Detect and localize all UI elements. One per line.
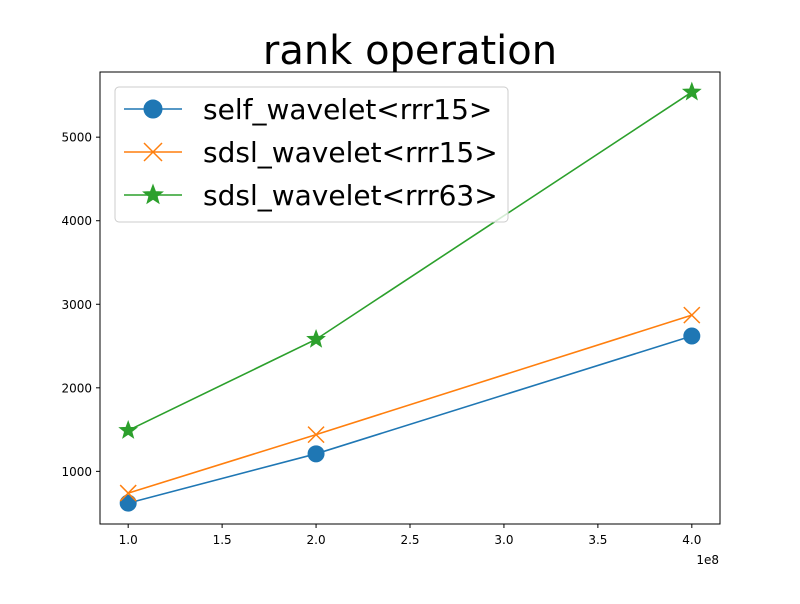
- data-point: [307, 445, 325, 463]
- x-marker-stroke: [307, 426, 325, 444]
- legend-marker: [142, 183, 164, 205]
- series-markers: [118, 81, 702, 512]
- legend-marker: [143, 99, 163, 119]
- legend: self_wavelet<rrr15> sdsl_wavelet<rrr15>sd…: [114, 86, 509, 223]
- data-point: [119, 484, 137, 502]
- data-point: [307, 426, 325, 444]
- y-tick-label: 3000: [61, 298, 92, 312]
- legend-label: self_wavelet<rrr15>: [203, 93, 492, 126]
- x-tick-label: 3.0: [494, 533, 513, 547]
- legend-label: sdsl_wavelet<rrr63>: [203, 179, 498, 212]
- x-marker-stroke: [119, 484, 137, 502]
- x-tick-label: 4.0: [682, 533, 701, 547]
- x-axis: 1.0 1.5 2.0 2.5 3.0 3.5 4.0: [119, 524, 701, 547]
- data-point: [683, 327, 701, 345]
- legend-marker: [143, 142, 163, 162]
- chart-title: rank operation: [263, 28, 557, 74]
- x-tick-label: 2.0: [307, 533, 326, 547]
- y-tick-label: 4000: [61, 214, 92, 228]
- data-point: [119, 494, 137, 512]
- y-tick-label: 5000: [61, 131, 92, 145]
- data-point: [681, 81, 702, 101]
- x-axis-offset-label: 1e8: [696, 553, 719, 567]
- x-marker-stroke: [683, 306, 701, 324]
- legend-frame: [114, 86, 509, 223]
- x-tick-label: 1.5: [213, 533, 232, 547]
- data-point: [306, 328, 326, 348]
- y-tick-label: 2000: [61, 381, 92, 395]
- x-marker-stroke: [143, 142, 163, 162]
- legend-label: sdsl_wavelet<rrr15>: [203, 136, 498, 169]
- y-tick-label: 1000: [61, 465, 92, 479]
- data-point: [683, 306, 701, 324]
- x-tick-label: 3.5: [588, 533, 607, 547]
- x-tick-label: 1.0: [119, 533, 138, 547]
- x-tick-label: 2.5: [400, 533, 419, 547]
- data-point: [118, 420, 139, 439]
- y-axis: 1000 2000 3000 4000 5000: [61, 131, 100, 479]
